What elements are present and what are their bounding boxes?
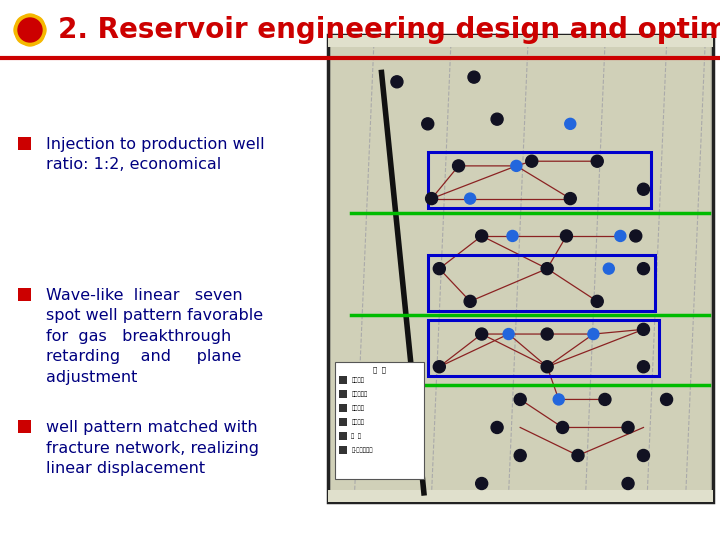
Circle shape bbox=[391, 76, 403, 88]
Bar bbox=[18, 137, 31, 150]
Bar bbox=[428, 152, 651, 208]
Bar bbox=[336, 362, 424, 479]
Text: 断  层: 断 层 bbox=[351, 433, 361, 439]
Circle shape bbox=[541, 328, 553, 340]
Bar bbox=[428, 320, 659, 376]
Circle shape bbox=[557, 421, 569, 434]
Text: Injection to production well
ratio: 1:2, economical: Injection to production well ratio: 1:2,… bbox=[46, 137, 265, 172]
Bar bbox=[0, 0, 720, 58]
Circle shape bbox=[464, 193, 476, 204]
Circle shape bbox=[599, 394, 611, 406]
Circle shape bbox=[464, 295, 476, 307]
Bar bbox=[18, 420, 31, 433]
Circle shape bbox=[603, 263, 614, 274]
Circle shape bbox=[18, 18, 42, 42]
Bar bbox=[18, 288, 31, 301]
Circle shape bbox=[615, 231, 626, 241]
Circle shape bbox=[491, 421, 503, 434]
Circle shape bbox=[422, 118, 433, 130]
Bar bbox=[330, 38, 710, 499]
Circle shape bbox=[637, 262, 649, 275]
Ellipse shape bbox=[24, 19, 46, 41]
Ellipse shape bbox=[19, 24, 41, 46]
Bar bbox=[339, 404, 347, 412]
Ellipse shape bbox=[22, 23, 45, 44]
Circle shape bbox=[622, 477, 634, 490]
Ellipse shape bbox=[14, 19, 36, 41]
Circle shape bbox=[526, 155, 538, 167]
Circle shape bbox=[660, 394, 672, 406]
Ellipse shape bbox=[19, 14, 41, 36]
Circle shape bbox=[433, 361, 445, 373]
Circle shape bbox=[514, 449, 526, 462]
Text: 图  例: 图 例 bbox=[373, 366, 386, 373]
Text: well pattern matched with
fracture network, realizing
linear displacement: well pattern matched with fracture netwo… bbox=[46, 420, 259, 476]
Circle shape bbox=[468, 71, 480, 83]
Circle shape bbox=[433, 262, 445, 275]
Circle shape bbox=[453, 160, 464, 172]
Circle shape bbox=[560, 230, 572, 242]
Circle shape bbox=[588, 328, 599, 340]
Circle shape bbox=[591, 155, 603, 167]
Circle shape bbox=[491, 113, 503, 125]
Circle shape bbox=[476, 230, 487, 242]
Circle shape bbox=[426, 193, 438, 205]
Circle shape bbox=[637, 361, 649, 373]
Bar bbox=[328, 35, 713, 47]
Circle shape bbox=[572, 449, 584, 462]
Bar bbox=[428, 255, 655, 310]
Circle shape bbox=[622, 421, 634, 434]
Ellipse shape bbox=[15, 16, 37, 37]
Circle shape bbox=[503, 328, 514, 340]
Bar bbox=[339, 432, 347, 440]
Circle shape bbox=[637, 449, 649, 462]
Ellipse shape bbox=[15, 23, 37, 44]
Circle shape bbox=[553, 394, 564, 405]
Circle shape bbox=[476, 477, 487, 490]
Circle shape bbox=[564, 118, 576, 130]
Circle shape bbox=[637, 323, 649, 335]
Circle shape bbox=[511, 160, 522, 171]
Text: 气驱油井: 气驱油井 bbox=[351, 406, 364, 411]
Bar bbox=[339, 390, 347, 398]
Circle shape bbox=[476, 328, 487, 340]
Bar bbox=[339, 446, 347, 454]
Circle shape bbox=[541, 361, 553, 373]
Bar bbox=[328, 490, 713, 502]
Circle shape bbox=[541, 262, 553, 275]
Text: 新钻注气井: 新钻注气井 bbox=[351, 392, 367, 397]
Circle shape bbox=[514, 394, 526, 406]
Text: 2. Reservoir engineering design and optimization: 2. Reservoir engineering design and opti… bbox=[58, 16, 720, 44]
Text: Wave-like  linear   seven
spot well pattern favorable
for  gas   breakthrough
re: Wave-like linear seven spot well pattern… bbox=[46, 288, 263, 384]
Text: 注水水井: 注水水井 bbox=[351, 419, 364, 425]
Circle shape bbox=[507, 231, 518, 241]
Text: 气-石固定底点: 气-石固定底点 bbox=[351, 447, 373, 453]
Ellipse shape bbox=[22, 16, 45, 37]
Circle shape bbox=[591, 295, 603, 307]
Bar bbox=[339, 376, 347, 384]
Bar bbox=[339, 418, 347, 426]
Circle shape bbox=[630, 230, 642, 242]
Circle shape bbox=[564, 193, 576, 205]
Bar bbox=[328, 35, 713, 502]
Circle shape bbox=[637, 183, 649, 195]
Text: 生产气井: 生产气井 bbox=[351, 377, 364, 383]
